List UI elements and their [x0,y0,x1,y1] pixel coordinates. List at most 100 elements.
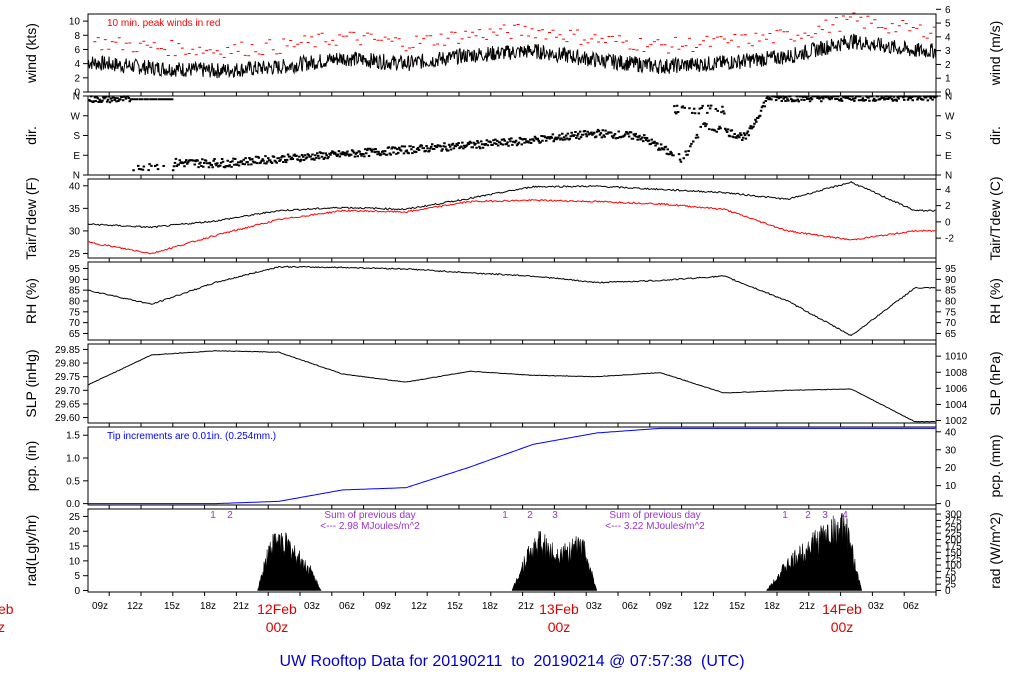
rh-frame [87,261,937,341]
hour-tick-label: 09z [656,601,672,612]
wind-ytick-left-label: 0 [74,88,80,99]
pcp-ytick-left-label: 1.0 [66,454,80,465]
rh-ytick-right-label: 90 [945,275,957,286]
slp-ytick-right-label: 1008 [945,368,968,379]
slp-ytick-left-label: 29.60 [55,413,80,424]
rh-ytick-left-label: 80 [69,297,81,308]
temp-ytick-left-label: 25 [69,249,81,260]
dir-ytick-right-label: W [945,111,955,122]
rad-ytick-left-label: 20 [69,527,81,538]
temp-ytick-right-label: 4 [945,185,951,196]
pcp-ylabel-right: pcp. (mm) [987,435,1003,498]
rad-ytick-right-label: 275 [945,516,962,527]
rad-frame [87,508,937,593]
rh-ytick-left-label: 85 [69,286,81,297]
pcp-ytick-left-label: 0.5 [66,476,80,487]
chart-title: UW Rooftop Data for 20190211 to 20190214… [279,653,744,670]
radiation-day-1 [257,531,322,591]
rad-ytick-left-label: 0 [74,586,80,597]
day-hour-label: 00z [831,619,854,635]
rad-sum-note-line1: Sum of previous day [324,510,415,521]
wind-ylabel-right: wind (m/s) [987,21,1003,87]
rh-ytick-left-label: 70 [69,318,81,329]
pcp-series-precip [88,427,936,505]
panel-rad: rad(Lgly/hr) rad (W/m^2)05101520250255075… [23,508,1003,597]
rad-hour-marker: 3 [552,510,558,521]
dir-ytick-left-label: N [73,92,80,103]
rad-hour-marker: 2 [527,510,533,521]
slp-ylabel-right: SLP (hPa) [987,351,1003,415]
rad-sum-note-line2: <--- 2.98 MJoules/m^2 [320,521,420,532]
dir-ytick-right-label: N [945,92,952,103]
rh-ytick-right-label: 80 [945,297,957,308]
hour-tick-label: 06z [903,601,919,612]
dir-ytick-left-label: W [71,111,81,122]
temp-ytick-right-label: 2 [945,201,951,212]
hour-tick-label: 12z [411,601,427,612]
temp-ytick-left-label: 40 [69,181,81,192]
slp-frame [87,343,937,424]
rh-ytick-left-label: 90 [69,275,81,286]
hour-tick-label: 09z [92,601,108,612]
pcp-ylabel-left: pcp. (in) [23,441,39,492]
pcp-ytick-left-label: 1.5 [66,431,80,442]
hour-tick-label: 21z [799,601,815,612]
rad-ytick-right-label: 300 [945,510,962,521]
hour-tick-label: 12z [127,601,143,612]
day-hour-label: 00z [548,619,571,635]
rh-ytick-right-label: 65 [945,329,957,340]
wind-ytick-right-label: 3 [945,46,951,57]
rad-ytick-right-label: 200 [945,535,962,546]
hour-tick-label: 12z [693,601,709,612]
slp-ytick-left-label: 29.80 [55,359,80,370]
rad-hour-marker: 1 [782,510,788,521]
rad-sum-note-line2: <--- 3.22 MJoules/m^2 [605,521,705,532]
rad-ytick-left-label: 25 [69,512,81,523]
wind-frame [87,13,937,93]
hour-tick-label: 15z [164,601,180,612]
panel-wind: wind (kts) wind (m/s) 0 2 4 6 8 10 0 1 2 3 4 5 6 10 min… [23,5,1003,99]
slp-ytick-left-label: 29.75 [55,372,80,383]
dir-ytick-left-label: S [73,131,80,142]
pcp-ytick-right-label: 40 [945,427,957,438]
wind-ytick-left-label: 4 [74,59,80,70]
dir-ytick-right-label: E [945,151,952,162]
hour-tick-label: 18z [200,601,216,612]
wind-peak-marks [93,12,936,58]
slp-ylabel-left: SLP (inHg) [23,349,39,417]
hour-tick-label: 15z [729,601,745,612]
rad-ytick-right-label: 25 [945,580,957,591]
rh-ytick-right-label: 70 [945,318,957,329]
slp-ytick-right-label: 1002 [945,416,968,427]
rad-ytick-right-label: 150 [945,548,962,559]
rh-ylabel-right: RH (%) [987,278,1003,324]
rad-ytick-right-label: 225 [945,529,962,540]
dir-ytick-left-label: N [73,171,80,182]
pcp-ytick-right-label: 10 [945,481,957,492]
rad-hour-marker: 2 [805,510,811,521]
wind-ytick-left-label: 8 [74,31,80,42]
panel-slp: SLP (inHg) SLP (hPa) 29.60 29.65 29.70 29.75 2… [23,343,1003,427]
slp-ytick-right-label: 1010 [945,352,968,363]
cut-day-date-label: eb [0,601,14,617]
slp-ytick-left-label: 29.85 [55,345,80,356]
slp-ytick-left-label: 29.70 [55,386,80,397]
rad-sum-note-line1: Sum of previous day [609,510,700,521]
dir-ytick-right-label: N [945,171,952,182]
panel-pcp: pcp. (in) pcp. (mm) 0.0 0.5 1.0 1.5 0 10 20 30 40 T… [23,426,1003,510]
rh-ytick-right-label: 75 [945,307,957,318]
day-date-label: 13Feb [539,601,579,617]
rad-hour-marker: 1 [210,510,216,521]
pcp-ytick-right-label: 0 [945,499,951,510]
temp-ylabel-right: Tair/Tdew (C) [987,176,1003,260]
rad-hour-marker: 4 [842,510,848,521]
hour-tick-label: 03z [586,601,602,612]
pcp-frame [87,426,937,506]
wind-ytick-left-label: 6 [74,45,80,56]
day-date-label: 12Feb [257,601,297,617]
rad-ytick-left-label: 10 [69,556,81,567]
pcp-ytick-left-label: 0.0 [66,499,80,510]
hour-tick-label: 21z [518,601,534,612]
rad-ytick-right-label: 250 [945,522,962,533]
